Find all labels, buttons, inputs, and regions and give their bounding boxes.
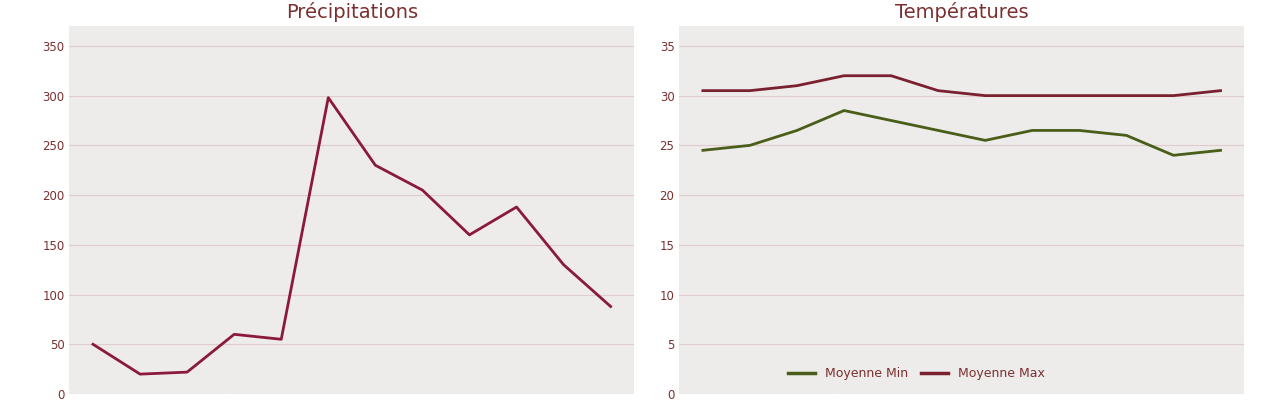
Moyenne Max [743,88,758,93]
Moyenne Max [978,93,993,98]
Moyenne Max [931,88,946,93]
Moyenne Min [836,108,851,113]
Moyenne Max [1166,93,1181,98]
Moyenne Min [1024,128,1039,133]
Moyenne Max [1212,88,1228,93]
Moyenne Max [789,83,805,88]
Moyenne Max [1072,93,1087,98]
Moyenne Min [1166,153,1181,158]
Moyenne Min [1072,128,1087,133]
Moyenne Min [931,128,946,133]
Moyenne Max [884,73,899,78]
Moyenne Min [1212,148,1228,153]
Moyenne Max [1024,93,1039,98]
Legend: Moyenne Min, Moyenne Max: Moyenne Min, Moyenne Max [788,367,1046,380]
Moyenne Max [1119,93,1134,98]
Moyenne Min [789,128,805,133]
Line: Moyenne Max: Moyenne Max [703,76,1220,96]
Moyenne Min [978,138,993,143]
Moyenne Max [836,73,851,78]
Moyenne Min [884,118,899,123]
Moyenne Min [696,148,711,153]
Title: Précipitations: Précipitations [285,2,418,22]
Moyenne Min [1119,133,1134,138]
Moyenne Max [696,88,711,93]
Line: Moyenne Min: Moyenne Min [703,110,1220,155]
Moyenne Min [743,143,758,148]
Title: Températures: Températures [895,2,1028,22]
